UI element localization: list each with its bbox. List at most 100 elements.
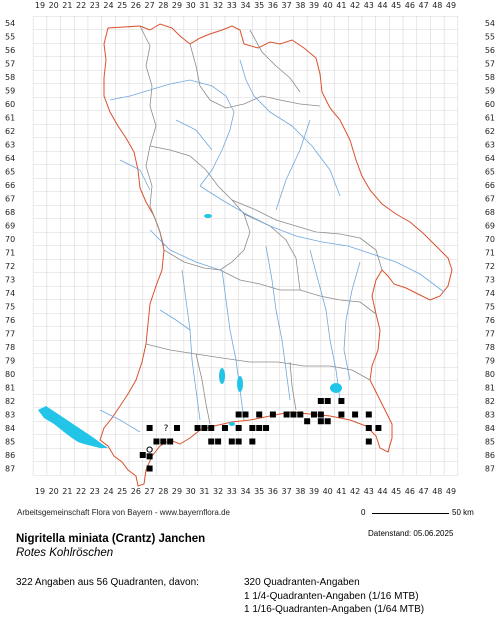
- y-tick-label-right: 54: [485, 19, 495, 28]
- occurrence-square: [324, 418, 331, 425]
- occurrence-square: [317, 418, 324, 425]
- y-tick-label-right: 75: [485, 303, 495, 312]
- x-tick-label-bottom: 41: [336, 487, 346, 496]
- occurrence-square: [290, 411, 297, 418]
- y-tick-label-left: 67: [5, 195, 15, 204]
- x-tick-label-bottom: 38: [295, 487, 305, 496]
- x-tick-label-top: 41: [336, 1, 346, 10]
- y-tick-label-right: 61: [485, 114, 495, 123]
- rivers: [99, 59, 445, 433]
- x-tick-label-top: 29: [172, 1, 182, 10]
- x-tick-label-top: 40: [323, 1, 333, 10]
- scientific-name: Nigritella miniata (Crantz) Janchen: [16, 533, 206, 545]
- x-tick-label-top: 28: [158, 1, 168, 10]
- occurrence-square: [297, 411, 304, 418]
- y-tick-label-left: 59: [5, 87, 15, 96]
- occurrence-square: [249, 425, 256, 431]
- occurrence-square: [375, 425, 382, 431]
- y-tick-label-right: 58: [485, 73, 495, 82]
- occurrence-circle: [146, 446, 153, 453]
- lake-starnberg: [237, 376, 243, 392]
- credit-text: Arbeitsgemeinschaft Flora von Bayern - w…: [17, 508, 230, 517]
- x-tick-label-top: 21: [62, 1, 72, 10]
- y-tick-label-right: 65: [485, 168, 495, 177]
- occurrence-square: [311, 411, 317, 418]
- y-tick-label-right: 82: [485, 397, 495, 406]
- occurrence-square: [304, 418, 311, 425]
- y-tick-label-left: 63: [5, 141, 15, 150]
- x-tick-label-top: 39: [309, 1, 319, 10]
- y-tick-label-right: 80: [485, 370, 495, 379]
- x-tick-label-bottom: 32: [213, 487, 223, 496]
- occurrence-square: [221, 425, 228, 431]
- lake-chiemsee: [330, 383, 342, 393]
- y-tick-label-right: 76: [485, 316, 495, 325]
- y-tick-label-right: 87: [485, 465, 495, 474]
- occurrence-square: [365, 438, 372, 445]
- y-tick-label-left: 72: [5, 262, 15, 271]
- occurrence-square: [338, 411, 345, 418]
- y-tick-label-left: 66: [5, 181, 15, 190]
- occurrence-square: [269, 411, 276, 418]
- occurrence-square: [324, 398, 331, 404]
- x-tick-label-bottom: 37: [282, 487, 292, 496]
- x-tick-label-top: 36: [268, 1, 278, 10]
- x-tick-label-top: 35: [254, 1, 264, 10]
- occurrence-square: [256, 425, 263, 431]
- x-tick-label-bottom: 44: [377, 487, 387, 496]
- occurrence-square: [338, 398, 345, 404]
- y-tick-label-left: 54: [5, 19, 15, 28]
- occurrence-square: [352, 411, 359, 418]
- map-grid: [32, 15, 459, 476]
- x-tick-label-top: 20: [49, 1, 59, 10]
- occurrence-square: [174, 425, 180, 431]
- breakdown-sixteenth-quadrants: 1 1/16-Quadranten-Angaben (1/64 MTB): [244, 604, 425, 615]
- y-tick-label-right: 86: [485, 451, 495, 460]
- y-tick-label-left: 65: [5, 168, 15, 177]
- x-tick-label-bottom: 34: [240, 487, 250, 496]
- common-name: Rotes Kohlröschen: [16, 547, 114, 559]
- x-tick-label-top: 30: [186, 1, 196, 10]
- y-tick-label-left: 81: [5, 384, 15, 393]
- occurrence-square: [208, 438, 215, 445]
- lake-small-1: [204, 214, 212, 218]
- x-tick-label-top: 37: [282, 1, 292, 10]
- y-tick-label-right: 66: [485, 181, 495, 190]
- x-tick-label-top: 44: [377, 1, 387, 10]
- x-tick-label-bottom: 20: [49, 487, 59, 496]
- y-tick-label-right: 55: [485, 33, 495, 42]
- y-tick-label-left: 61: [5, 114, 15, 123]
- x-tick-label-bottom: 19: [35, 487, 45, 496]
- x-tick-label-top: 33: [227, 1, 237, 10]
- y-tick-label-left: 86: [5, 451, 15, 460]
- y-tick-label-left: 75: [5, 303, 15, 312]
- y-tick-label-left: 73: [5, 276, 15, 285]
- y-tick-label-left: 57: [5, 60, 15, 69]
- occurrence-square: [194, 425, 201, 431]
- y-tick-label-right: 70: [485, 235, 495, 244]
- occurrence-square: [317, 398, 324, 404]
- x-tick-label-top: 22: [76, 1, 86, 10]
- x-tick-label-bottom: 40: [323, 487, 333, 496]
- x-tick-label-top: 19: [35, 1, 45, 10]
- y-tick-label-left: 70: [5, 235, 15, 244]
- x-tick-label-bottom: 22: [76, 487, 86, 496]
- x-tick-label-bottom: 31: [199, 487, 209, 496]
- occurrence-square: [235, 425, 242, 431]
- occurrence-square: [153, 438, 160, 445]
- y-tick-label-right: 68: [485, 208, 495, 217]
- x-tick-label-bottom: 27: [145, 487, 155, 496]
- x-tick-label-top: 34: [240, 1, 250, 10]
- distribution-map: 1919202021212222232324242525262627272828…: [5, 1, 495, 496]
- record-summary: 322 Angaben aus 56 Quadranten, davon:: [16, 577, 199, 588]
- x-tick-label-top: 26: [131, 1, 141, 10]
- occurrence-square: [242, 411, 249, 418]
- x-tick-label-top: 49: [446, 1, 456, 10]
- x-tick-label-bottom: 39: [309, 487, 319, 496]
- x-tick-label-bottom: 23: [90, 487, 100, 496]
- x-tick-label-bottom: 25: [117, 487, 127, 496]
- occurrence-square: [160, 438, 167, 445]
- breakdown-quarter-quadrants: 1 1/4-Quadranten-Angaben (1/16 MTB): [244, 591, 419, 602]
- x-tick-label-top: 24: [103, 1, 113, 10]
- y-tick-label-left: 74: [5, 289, 15, 298]
